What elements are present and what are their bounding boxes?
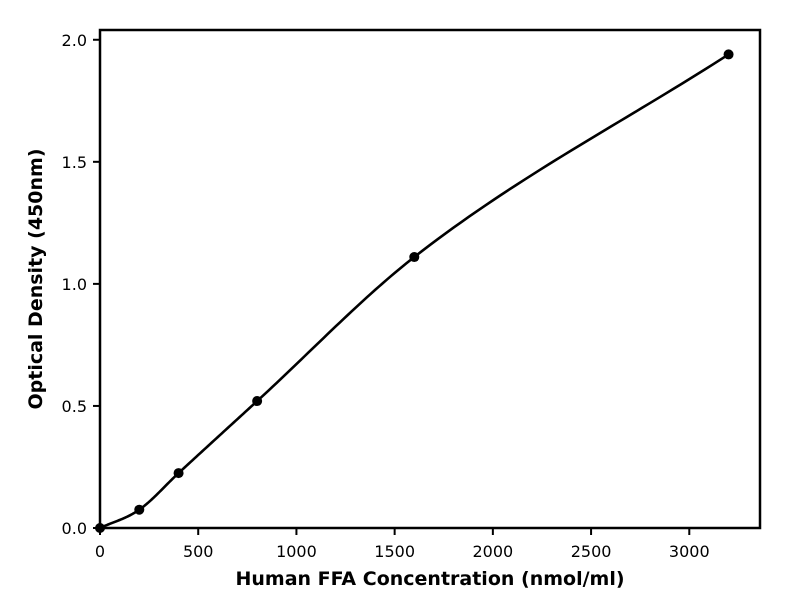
plot-area-frame bbox=[98, 28, 762, 530]
x-tick-label: 0 bbox=[95, 542, 105, 561]
y-tick-label: 0.5 bbox=[62, 397, 87, 416]
data-point bbox=[723, 49, 734, 60]
data-point bbox=[409, 252, 420, 263]
data-points bbox=[95, 49, 734, 533]
x-tick-label: 1000 bbox=[276, 542, 317, 561]
x-axis: 0 500 1000 1500 2000 2500 3000 bbox=[95, 528, 710, 561]
data-point bbox=[173, 468, 184, 479]
x-tick-label: 1500 bbox=[374, 542, 415, 561]
data-point bbox=[252, 396, 263, 407]
x-tick-label: 2500 bbox=[571, 542, 612, 561]
x-tick-label: 3000 bbox=[669, 542, 710, 561]
fit-curve-line bbox=[99, 53, 730, 530]
data-point bbox=[134, 504, 145, 515]
y-axis: 0.0 0.5 1.0 1.5 2.0 bbox=[62, 31, 100, 538]
y-axis-title: Optical Density (450nm) bbox=[25, 149, 47, 410]
y-tick-label: 0.0 bbox=[62, 519, 87, 538]
y-tick-label: 1.0 bbox=[62, 275, 87, 294]
x-tick-label: 500 bbox=[183, 542, 214, 561]
y-tick-label: 2.0 bbox=[62, 31, 87, 50]
x-axis-title: Human FFA Concentration (nmol/ml) bbox=[235, 568, 624, 590]
x-tick-label: 2000 bbox=[472, 542, 513, 561]
y-tick-label: 1.5 bbox=[62, 153, 87, 172]
